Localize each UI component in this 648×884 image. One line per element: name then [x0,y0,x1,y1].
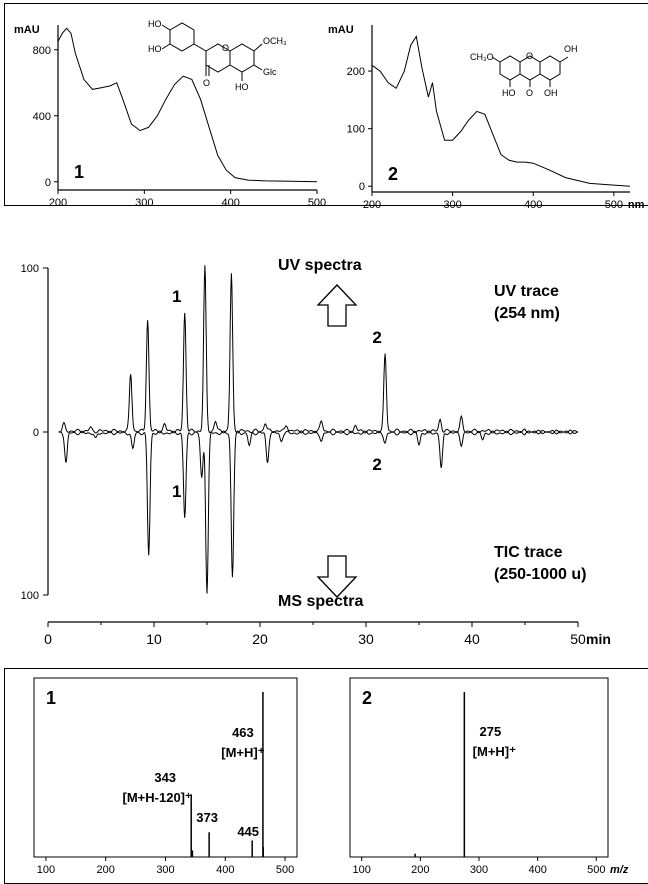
structure-2-ch3o: CH₃O [470,52,494,62]
structure-1-glc: Glc [263,67,277,77]
structure-1-carbonyl-o: O [203,78,210,88]
x-tick-label: 200 [49,197,67,209]
structure-1-ho-c: HO [235,82,249,92]
x-tick-label: 200 [97,864,115,876]
structure-2-carbonyl-o: O [526,88,533,98]
y-tick-label: 800 [33,45,51,57]
uv-trace-label: UV trace [494,283,559,300]
structure-1-drawing [161,22,263,81]
x-unit-label: min [586,631,611,647]
x-tick-label: 400 [528,864,546,876]
panel-label: 2 [388,164,398,184]
x-unit-label: m/z [610,864,629,876]
peak-annotation: 1 [172,287,181,306]
x-tick-label: 300 [135,197,153,209]
x-tick-label: 50 [570,631,586,647]
structure-2-labels: CH₃O OH HO O OH O [470,44,578,98]
x-tick-label: 500 [276,864,294,876]
structure-1-ring-o: O [222,43,229,53]
x-tick-label: 10 [146,631,162,647]
tic-trace-label: TIC trace [494,544,563,561]
structure-2-drawing [491,55,569,87]
x-tick-label: 300 [470,864,488,876]
uv-spectrum-1: mAU 0 400 800 200 300 400 500 1 [14,24,326,209]
x-tick-label: 40 [464,631,480,647]
x-tick-label: 300 [156,864,174,876]
x-tick-label: 400 [221,197,239,209]
ms-label-463: 463 [232,725,254,740]
down-arrow-icon [316,555,358,598]
ms-spectra-label: MS spectra [278,593,363,610]
structure-2-ho: HO [502,88,516,98]
x-tick-label: 400 [524,199,542,211]
x-tick-label: 30 [358,631,374,647]
ms-label-343: 343 [154,770,176,785]
y-tick-label: 100 [21,263,39,275]
uv-spectra-frame [4,3,648,206]
tic-trace-line [58,429,579,594]
y-tick-label: 100 [21,590,39,602]
peak-annotation: 2 [372,328,381,347]
x-unit-label: nm [628,199,645,211]
ms-label-275-ion: [M+H]⁺ [473,744,516,759]
peak-annotation: 2 [372,455,381,474]
up-arrow-icon [316,284,358,327]
ms-label-275: 275 [479,724,501,739]
y-tick-label: 0 [359,181,365,193]
y-tick-label: 0 [33,427,39,439]
uv-spectrum-line [57,27,318,183]
y-tick-label: 0 [45,177,51,189]
x-tick-label: 400 [216,864,234,876]
structure-1-labels: HO HO OCH₃ Glc O HO O [148,19,287,92]
ms-spectra-frame [4,668,648,884]
ms-label-373: 373 [196,810,218,825]
chromatogram: 100 0 100 0 10 20 30 40 50 min 1 2 1 2 [21,263,611,647]
uv-spectra-label: UV spectra [278,257,362,274]
x-tick-label: 100 [353,864,371,876]
x-tick-label: 0 [44,631,52,647]
uv-trace-wavelength: (254 nm) [494,305,560,322]
x-tick-label: 200 [411,864,429,876]
x-tick-label: 500 [308,197,326,209]
uv-spectrum-2: mAU 0 100 200 200 300 400 500 nm 2 [328,24,645,211]
peak-annotation: 1 [172,482,181,501]
structure-1-ho-b: HO [148,44,162,54]
y-tick-label: 100 [347,124,365,136]
mass-spectrum-2: 100 200 300 400 500 m/z 2 275 [M+H]⁺ [349,677,629,876]
ms-label-445: 445 [237,824,259,839]
x-tick-label: 20 [252,631,268,647]
x-tick-label: 500 [587,864,605,876]
panel-label: 1 [74,162,84,182]
panel-label: 1 [46,688,56,708]
structure-1-ho-a: HO [148,19,162,29]
uv-spectrum-line [371,35,631,187]
ms-label-463-ion: [M+H]⁺ [221,745,264,760]
x-tick-label: 200 [363,199,381,211]
x-tick-label: 500 [605,199,623,211]
structure-1-och3: OCH₃ [263,36,287,46]
structure-2-oh-bottom: OH [544,88,558,98]
structure-2-oh-top: OH [564,44,578,54]
ms-label-343-ion: [M+H-120]⁺ [123,790,192,805]
y-axis-label: mAU [14,24,40,36]
mass-spectrum-1: 100 200 300 400 500 1 463 [M+H]⁺ 343 [M+H-120]⁺ 37… [33,677,298,876]
tic-trace-range: (250-1000 u) [494,566,587,583]
x-tick-label: 100 [37,864,55,876]
structure-2-ring-o: O [526,51,533,61]
panel-label: 2 [362,688,372,708]
y-tick-label: 400 [33,111,51,123]
x-tick-label: 300 [443,199,461,211]
y-tick-label: 200 [347,66,365,78]
y-axis-label: mAU [328,24,354,36]
